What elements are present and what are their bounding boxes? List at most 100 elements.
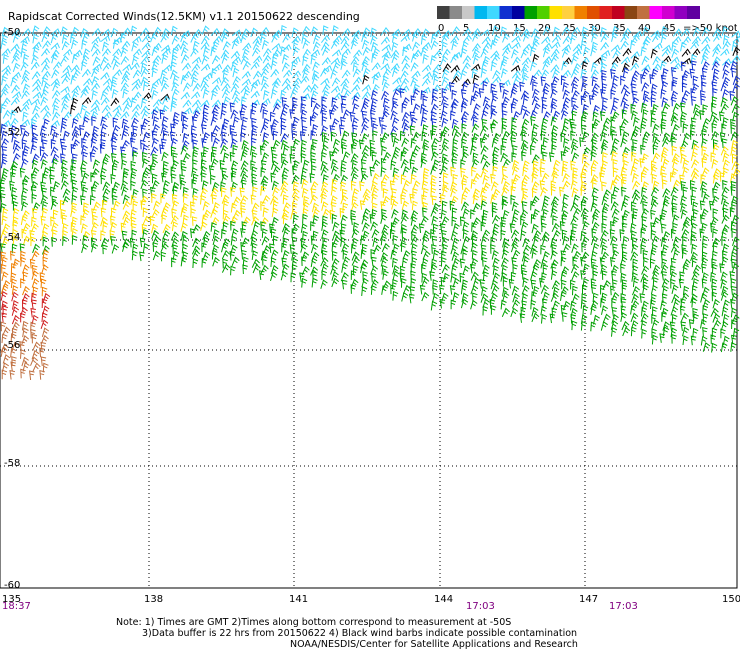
wind-barb [52,229,58,239]
wind-barb [260,221,266,231]
wind-barb [280,24,287,35]
wind-barb [91,180,100,191]
wind-barb [472,48,480,59]
wind-barb [12,235,19,245]
wind-barb [671,194,678,205]
wind-barb [571,320,578,331]
wind-barb [131,41,139,52]
wind-barb [71,85,81,93]
wind-barb [692,109,701,120]
wind-barb [699,214,706,224]
wind-barb [102,195,109,206]
wind-barb [240,96,247,106]
wind-barb [310,266,319,276]
legend-swatch [512,6,525,19]
wind-barb [400,174,407,185]
wind-barb [250,229,258,240]
wind-barb [151,208,160,219]
wind-barb [612,49,621,59]
wind-barb [449,285,456,295]
wind-barb [111,137,118,147]
wind-barb [410,235,419,246]
wind-barb [521,118,530,129]
wind-barb [0,123,7,134]
wind-barb [400,130,406,141]
wind-barb [361,39,370,50]
wind-barb [610,62,619,72]
wind-barb [42,40,51,49]
wind-barb [162,167,169,178]
wind-barb [412,180,421,190]
wind-barb [631,110,638,120]
wind-barb [340,194,349,205]
wind-barb [219,159,226,170]
wind-barb [291,236,298,247]
wind-barb [321,96,327,106]
wind-barb [502,242,510,252]
wind-barb [722,243,730,254]
wind-barb [92,56,101,66]
wind-barb [292,116,300,127]
wind-barb [242,264,248,275]
wind-barb [472,277,481,288]
wind-barb [540,130,547,141]
wind-barb [170,54,178,65]
wind-barb [61,144,67,155]
wind-barb [82,202,89,213]
wind-barb [71,227,78,238]
wind-barb [32,25,40,35]
wind-barb [301,167,308,178]
wind-barb [401,102,408,113]
wind-barb [22,235,31,246]
wind-barb [1,256,8,267]
wind-barb [369,166,376,177]
wind-barb [32,243,40,254]
wind-barb [691,285,698,295]
wind-barb [492,25,500,36]
wind-barb [560,256,567,267]
wind-barb [200,152,207,162]
wind-barb [1,130,8,141]
wind-barb [482,271,489,281]
wind-barb [100,174,107,185]
wind-barb [480,187,488,198]
wind-barb [521,180,528,191]
wind-barb [512,159,520,170]
wind-barb [169,131,176,142]
wind-barb [220,109,227,120]
lon-label-144: 144 [434,594,454,605]
wind-barb [550,292,559,302]
wind-barb [642,137,649,148]
wind-barb [171,47,179,58]
wind-barb [321,144,329,155]
wind-barb [381,110,390,120]
wind-barb [350,278,359,289]
wind-barb [392,88,401,98]
wind-barb [561,60,569,71]
wind-barb [142,215,151,225]
wind-barb [41,132,47,143]
wind-barb [312,102,321,112]
wind-barb [160,207,169,218]
wind-barb [291,27,299,38]
wind-barb [121,118,129,129]
wind-barb [282,249,290,260]
wind-barb [10,278,17,289]
wind-barb [392,173,400,184]
wind-barb [632,180,641,190]
wind-barb [730,96,739,106]
wind-barb [142,92,152,101]
wind-barb [161,138,167,149]
wind-barb [612,74,619,85]
wind-barb [302,39,311,49]
wind-barb [350,56,360,65]
wind-barb [360,167,367,178]
wind-barb [711,342,718,353]
wind-barb [170,166,177,177]
wind-barb [341,279,348,290]
wind-barb [352,68,361,78]
wind-barb [530,46,537,57]
wind-barb [722,250,728,260]
wind-barb [659,333,666,343]
wind-barb [320,187,329,197]
